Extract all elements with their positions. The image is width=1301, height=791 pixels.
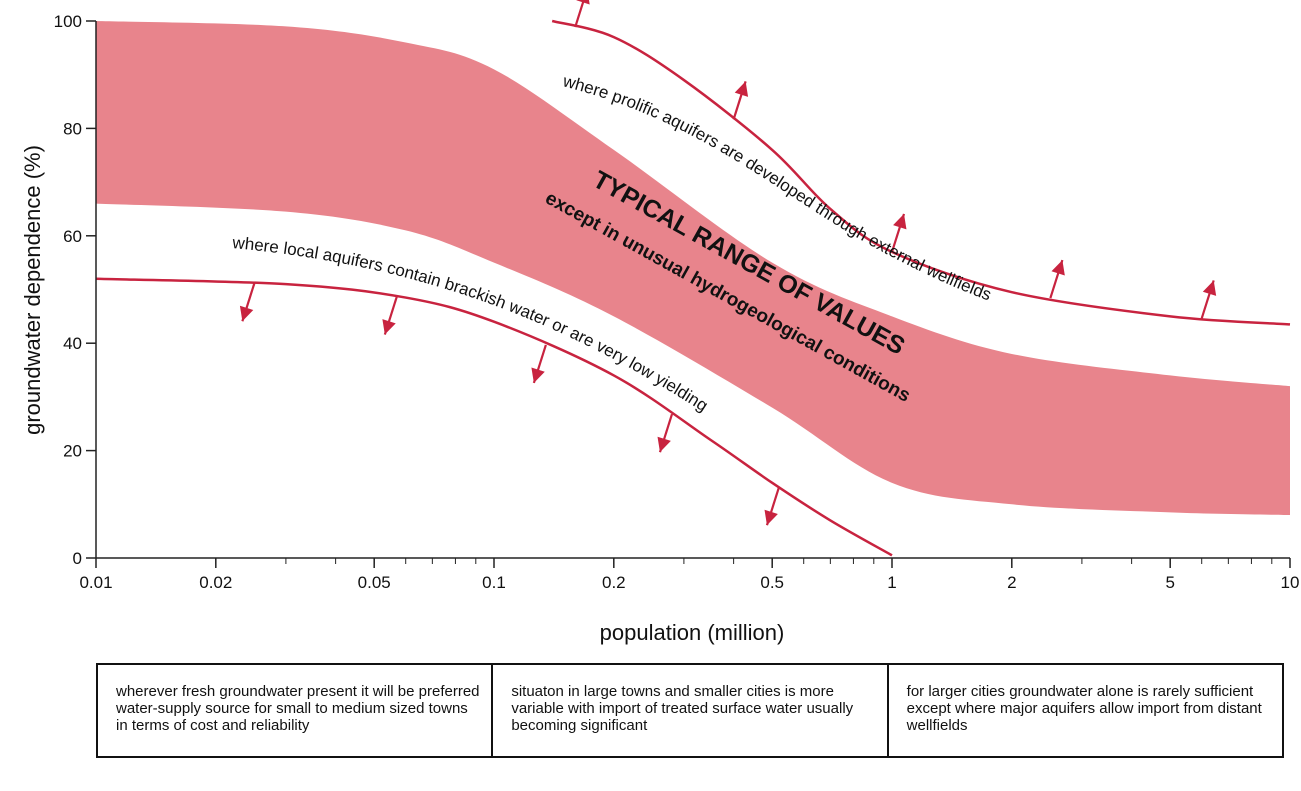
y-axis-label: groundwater dependence (%)	[20, 145, 45, 435]
brackish-aquifers-arrow-head-4	[764, 509, 778, 526]
prolific-aquifers-arrow-head-3	[1051, 260, 1065, 276]
prolific-aquifers-arrow-head-0	[576, 0, 590, 5]
prolific-aquifers-arrow-head-1	[734, 81, 749, 97]
note-large-towns: situaton in large towns and smaller citi…	[491, 665, 886, 756]
x-tick-label: 5	[1165, 573, 1174, 592]
prolific-aquifers-arrow-shaft-0	[574, 0, 585, 28]
y-tick-label: 40	[63, 334, 82, 353]
x-tick-label: 0.5	[760, 573, 784, 592]
y-tick-label: 20	[63, 442, 82, 461]
explanatory-notes-table: wherever fresh groundwater present it wi…	[96, 663, 1284, 758]
x-tick-label: 0.01	[79, 573, 112, 592]
boundary-curves-layer	[95, 0, 1291, 557]
brackish-aquifers-curve	[95, 277, 893, 557]
x-tick-label: 0.02	[199, 573, 232, 592]
y-tick-label: 0	[73, 549, 82, 568]
typical-range-band-layer	[96, 21, 1290, 516]
brackish-aquifers-arrow-head-0	[239, 305, 254, 322]
y-tick-label: 60	[63, 227, 82, 246]
note-larger-cities: for larger cities groundwater alone is r…	[886, 665, 1282, 756]
brackish-aquifers-arrow-head-3	[657, 436, 671, 453]
x-tick-label: 0.2	[602, 573, 626, 592]
typical-range-band	[96, 21, 1290, 516]
x-tick-label: 0.1	[482, 573, 506, 592]
prolific-aquifers-arrow-head-2	[893, 213, 907, 230]
x-tick-label: 10	[1281, 573, 1300, 592]
brackish-aquifers-arrow-head-1	[382, 319, 396, 335]
note-small-towns: wherever fresh groundwater present it wi…	[116, 683, 480, 734]
brackish-aquifers-arrow-head-2	[531, 367, 545, 383]
y-tick-label: 80	[63, 119, 82, 138]
prolific-aquifers-curve	[551, 19, 1291, 326]
prolific-aquifers-arrow-head-4	[1202, 280, 1217, 296]
x-tick-label: 2	[1007, 573, 1016, 592]
x-axis-label: population (million)	[600, 620, 785, 645]
x-tick-label: 0.05	[358, 573, 391, 592]
y-tick-label: 100	[54, 12, 82, 31]
x-tick-label: 1	[887, 573, 896, 592]
